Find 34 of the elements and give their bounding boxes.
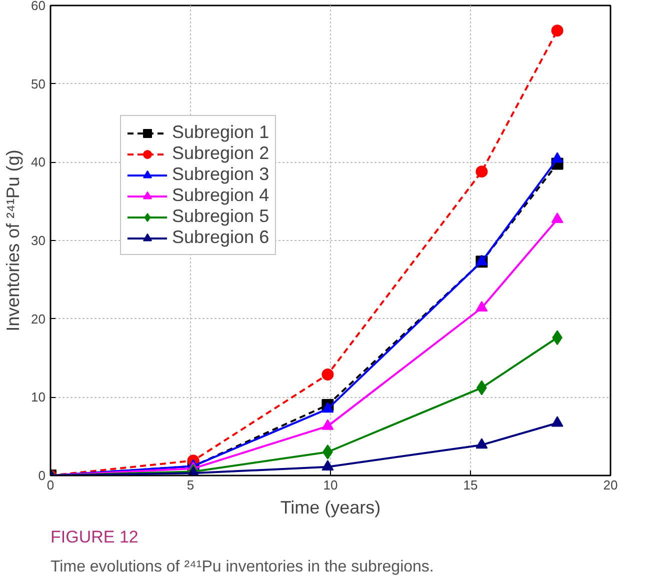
legend-label: Subregion 6 bbox=[172, 227, 270, 248]
y-tick-label: 30 bbox=[31, 233, 46, 248]
point bbox=[322, 402, 334, 413]
point bbox=[551, 416, 564, 427]
y-axis-title: Inventories of ²⁴¹Pu (g) bbox=[3, 150, 24, 332]
x-axis-title: Time (years) bbox=[280, 498, 381, 518]
point bbox=[476, 438, 488, 449]
point bbox=[476, 166, 488, 178]
point bbox=[551, 152, 564, 163]
x-tick-label: 10 bbox=[323, 478, 338, 492]
point bbox=[551, 212, 564, 224]
point bbox=[322, 444, 333, 460]
legend-label: Subregion 3 bbox=[172, 164, 270, 185]
y-tick-label: 60 bbox=[31, 0, 46, 13]
y-tick-label: 50 bbox=[31, 76, 46, 92]
y-tick-label: 40 bbox=[31, 154, 46, 170]
x-tick-label: 20 bbox=[603, 478, 618, 492]
y-tick-label: 20 bbox=[31, 311, 46, 326]
point bbox=[322, 368, 334, 380]
legend-label: Subregion 5 bbox=[172, 206, 270, 227]
legend-label: Subregion 2 bbox=[172, 143, 270, 164]
y-tick-label: 0 bbox=[38, 468, 46, 483]
x-tick-label: 15 bbox=[463, 478, 478, 492]
point bbox=[322, 460, 334, 471]
point bbox=[476, 301, 488, 312]
point bbox=[476, 254, 488, 266]
legend-label: Subregion 1 bbox=[172, 122, 270, 143]
point bbox=[322, 419, 334, 430]
x-tick-label: 5 bbox=[186, 478, 194, 492]
legend-label: Subregion 4 bbox=[172, 185, 270, 206]
caption: FIGURE 12 bbox=[50, 528, 138, 546]
text: Time evolutions of ²⁴¹Pu inventories in the subregions. bbox=[50, 558, 434, 576]
point bbox=[551, 24, 564, 37]
y-tick-label: 10 bbox=[31, 390, 46, 405]
